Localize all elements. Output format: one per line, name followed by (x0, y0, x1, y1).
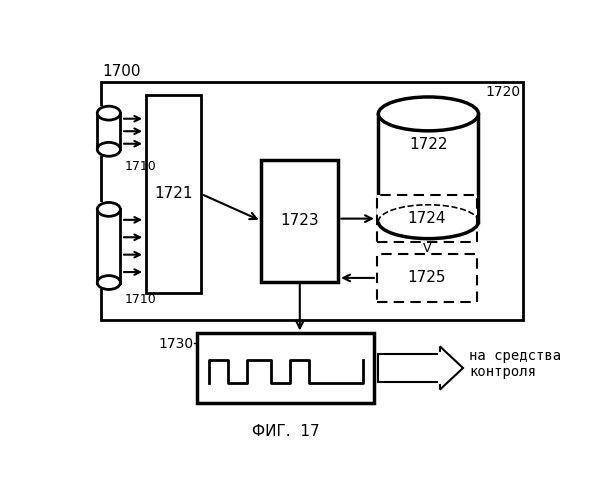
Text: 1721: 1721 (154, 186, 193, 202)
Ellipse shape (97, 106, 121, 120)
Ellipse shape (97, 202, 121, 216)
Text: V: V (423, 242, 431, 255)
Bar (378, 114, 479, 222)
Ellipse shape (97, 142, 121, 156)
Bar (377, 254, 477, 302)
Text: 1720: 1720 (486, 86, 521, 100)
Bar (101, 82, 523, 320)
Text: 1710: 1710 (124, 294, 156, 306)
Text: на средства
контроля: на средства контроля (469, 349, 561, 379)
Text: 1724: 1724 (408, 211, 446, 226)
Text: 1700: 1700 (103, 64, 141, 79)
Bar (378, 354, 440, 382)
Bar (97, 202, 121, 290)
Text: ФИГ.  17: ФИГ. 17 (252, 424, 319, 438)
Bar (146, 94, 201, 294)
Text: 1725: 1725 (408, 270, 446, 285)
Text: 1710: 1710 (124, 160, 156, 173)
Bar (377, 194, 477, 242)
Bar (198, 334, 375, 402)
Text: 1730: 1730 (159, 337, 193, 351)
Bar (261, 160, 338, 282)
Text: 1722: 1722 (409, 137, 447, 152)
Bar (97, 106, 121, 156)
Ellipse shape (378, 97, 479, 131)
Polygon shape (440, 346, 463, 390)
Ellipse shape (97, 276, 121, 289)
Text: 1723: 1723 (280, 214, 319, 228)
